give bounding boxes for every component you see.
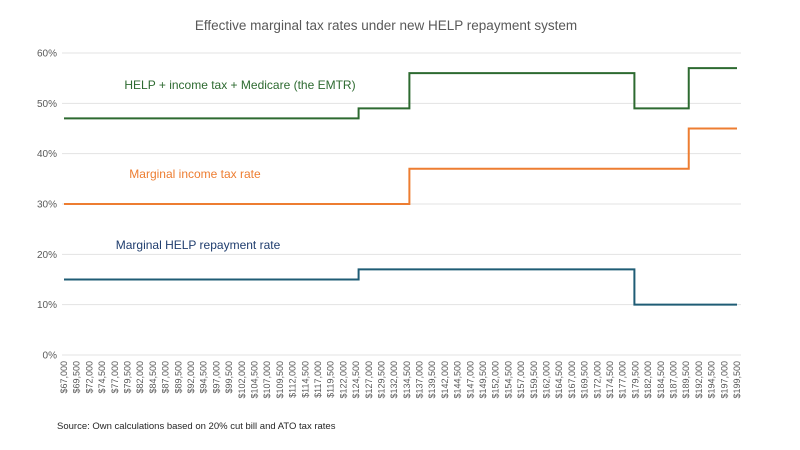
x-axis-tick-label: $139,500 — [427, 361, 437, 399]
x-axis-tick-label: $114,500 — [300, 361, 310, 398]
x-axis-tick-label: $142,000 — [440, 361, 450, 399]
x-axis-tick-label: $124,500 — [351, 361, 361, 399]
x-axis-tick-label: $84,500 — [148, 361, 158, 394]
x-axis-tick-label: $69,500 — [72, 361, 82, 394]
x-axis-tick-label: $132,000 — [389, 361, 399, 399]
source-note: Source: Own calculations based on 20% cu… — [57, 421, 336, 432]
x-axis-tick-label: $154,500 — [503, 361, 513, 399]
x-axis-tick-label: $152,000 — [491, 361, 501, 399]
x-axis-tick-label: $134,500 — [402, 361, 412, 399]
x-axis-tick-label: $129,500 — [376, 361, 386, 399]
x-axis-tick-label: $162,000 — [542, 361, 552, 399]
x-axis-tick-label: $67,000 — [59, 361, 69, 394]
series-line-2 — [64, 67, 737, 120]
x-axis-tick-label: $167,000 — [567, 361, 577, 399]
x-axis-tick-label: $117,000 — [313, 361, 323, 398]
x-axis-tick-label: $184,500 — [656, 361, 666, 399]
x-axis-tick-label: $197,000 — [719, 361, 729, 399]
series-line-1 — [64, 127, 737, 205]
x-axis-tick-label: $137,000 — [415, 361, 425, 399]
x-axis-tick-label: $109,500 — [275, 361, 285, 399]
y-axis-tick-label: 10% — [37, 300, 57, 311]
y-axis-tick-label: 40% — [37, 149, 57, 160]
y-axis-tick-label: 60% — [37, 49, 57, 60]
x-axis-tick-label: $74,500 — [97, 361, 107, 394]
x-axis-tick-label: $194,500 — [707, 361, 717, 399]
y-axis-tick-label: 30% — [37, 200, 57, 211]
chart-title: Effective marginal tax rates under new H… — [195, 18, 577, 33]
x-axis-tick-label: $169,500 — [580, 361, 590, 399]
series-label-marginal-help-repayment-rate: Marginal HELP repayment rate — [116, 238, 281, 252]
x-axis-tick-label: $159,500 — [529, 361, 539, 399]
series-label-marginal-income-tax-rate: Marginal income tax rate — [129, 167, 261, 181]
x-axis-tick-label: $89,500 — [173, 361, 183, 394]
x-axis-tick-label: $82,000 — [135, 361, 145, 394]
x-axis-tick-label: $199,500 — [732, 361, 742, 399]
x-axis-tick-label: $99,500 — [224, 361, 234, 394]
x-axis-tick-label: $119,500 — [326, 361, 336, 398]
x-axis-tick-label: $147,000 — [465, 361, 475, 399]
series-lines — [64, 67, 737, 306]
x-axis-tick-label: $102,000 — [237, 361, 247, 399]
x-axis-tick-label: $144,500 — [453, 361, 463, 399]
x-axis-tick-label: $79,500 — [122, 361, 132, 394]
x-axis-tick-label: $192,000 — [694, 361, 704, 399]
x-axis-tick-label: $179,500 — [630, 361, 640, 399]
x-axis-tick-label: $164,500 — [554, 361, 564, 399]
series-line-0 — [64, 268, 737, 306]
series-label-emtr: HELP + income tax + Medicare (the EMTR) — [124, 78, 355, 92]
x-axis-tick-label: $189,500 — [681, 361, 691, 399]
x-axis-tick-label: $157,000 — [516, 361, 526, 399]
x-axis-tick-label: $182,000 — [643, 361, 653, 399]
x-axis-tick-label: $174,500 — [605, 361, 615, 399]
x-axis-tick-label: $97,000 — [211, 361, 221, 394]
y-axis-tick-label: 0% — [43, 351, 58, 362]
x-axis-tick-labels: $67,000 $69,500 $72,000 $74,500 $77,000 $79,5… — [59, 361, 742, 399]
x-axis-tick-label: $92,000 — [186, 361, 196, 394]
x-axis-tick-label: $87,000 — [161, 361, 171, 394]
y-axis-tick-label: 50% — [37, 99, 57, 110]
x-axis-tick-label: $149,500 — [478, 361, 488, 399]
y-axis-tick-label: 20% — [37, 250, 57, 261]
y-axis-tick-labels: 0% 10% 20% 30% 40% 50% 60% — [37, 49, 57, 362]
x-axis-tick-label: $94,500 — [199, 361, 209, 394]
x-axis-tick-label: $122,000 — [338, 361, 348, 399]
x-axis-tick-label: $72,000 — [84, 361, 94, 394]
x-axis-tick-label: $127,000 — [364, 361, 374, 399]
x-axis-tick-label: $187,000 — [669, 361, 679, 399]
x-axis-tick-label: $112,000 — [288, 361, 298, 398]
x-axis-tick-label: $104,500 — [249, 361, 259, 399]
x-axis-tick-label: $77,000 — [110, 361, 120, 394]
x-axis-tick-label: $172,000 — [592, 361, 602, 399]
x-axis-tick-label: $177,000 — [618, 361, 628, 399]
x-axis-tick-label: $107,000 — [262, 361, 272, 399]
